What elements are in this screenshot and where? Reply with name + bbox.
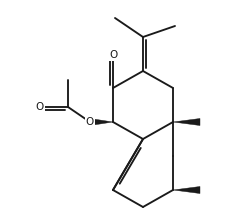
Polygon shape <box>173 186 200 193</box>
Polygon shape <box>173 119 200 125</box>
Text: O: O <box>36 102 44 112</box>
Text: O: O <box>109 50 117 60</box>
Polygon shape <box>90 119 113 125</box>
Text: O: O <box>86 117 94 127</box>
